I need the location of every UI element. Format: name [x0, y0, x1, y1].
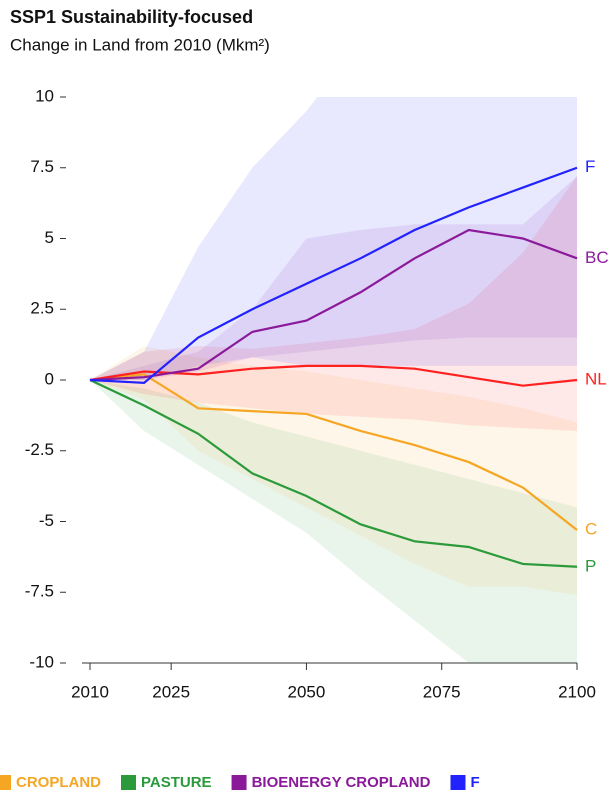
- legend-label: BIOENERGY CROPLAND: [252, 774, 431, 791]
- legend-swatch: [0, 775, 11, 790]
- x-tick-label: 2010: [71, 682, 109, 701]
- chart-subtitle: Change in Land from 2010 (Mkm²): [10, 35, 270, 54]
- legend-label: F: [470, 774, 479, 791]
- legend-swatch: [450, 775, 466, 790]
- series-end-label: P: [585, 556, 596, 575]
- x-tick-label: 2075: [423, 682, 461, 701]
- legend-label: CROPLAND: [16, 774, 101, 791]
- series-end-label: BC: [585, 248, 609, 267]
- series-line: [89, 228, 578, 382]
- y-tick-label: 7.5: [30, 157, 54, 176]
- y-tick-label: 5: [45, 228, 54, 247]
- uncertainty-band: [90, 380, 577, 663]
- series-end-label: C: [585, 519, 597, 538]
- series-end-label: F: [585, 157, 595, 176]
- series-line: [89, 166, 578, 384]
- series-line: [89, 379, 578, 568]
- series-line: [89, 373, 578, 531]
- legend-swatch: [231, 775, 247, 790]
- uncertainty-band: [90, 176, 577, 431]
- legend-label: PASTURE: [141, 774, 212, 791]
- series-end-label: NL: [585, 369, 607, 388]
- y-tick-label: -2.5: [25, 440, 54, 459]
- y-tick-label: 0: [45, 369, 54, 388]
- y-tick-label: -7.5: [25, 582, 54, 601]
- x-tick-label: 2025: [152, 682, 190, 701]
- chart-title: SSP1 Sustainability-focused: [10, 7, 253, 27]
- y-tick-label: -10: [29, 652, 54, 671]
- y-tick-label: 10: [35, 86, 54, 105]
- uncertainty-band: [90, 97, 577, 380]
- uncertainty-band: [90, 176, 577, 380]
- y-tick-label: 2.5: [30, 299, 54, 318]
- bands: [90, 97, 577, 663]
- legend-swatch: [121, 775, 136, 790]
- x-tick-label: 2100: [558, 682, 596, 701]
- x-tick-label: 2050: [288, 682, 326, 701]
- y-tick-label: -5: [39, 511, 54, 530]
